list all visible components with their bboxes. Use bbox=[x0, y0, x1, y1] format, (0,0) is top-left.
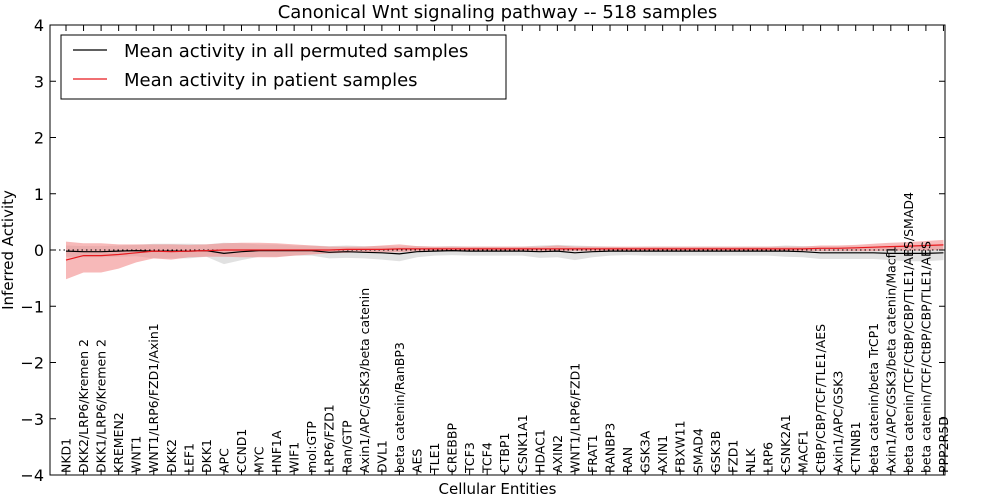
y-tick-label: 4 bbox=[34, 16, 44, 35]
y-axis-ticks: −4 −3 −2 −1 0 1 2 3 4 bbox=[20, 16, 945, 485]
y-tick-label: 1 bbox=[34, 185, 44, 204]
legend: Mean activity in all permuted samples Me… bbox=[60, 34, 507, 100]
y-tick-label: 2 bbox=[34, 129, 44, 148]
x-tick-label: DKK1 bbox=[199, 439, 214, 473]
x-tick-label: NLK bbox=[743, 448, 758, 473]
x-tick-label: WNT1/LRP6/FZD1/Axin1 bbox=[146, 323, 161, 473]
line-permuted bbox=[65, 249, 944, 255]
confidence-bands bbox=[66, 239, 944, 280]
chart-title: Canonical Wnt signaling pathway -- 518 s… bbox=[278, 2, 718, 23]
x-tick-label: WNT1 bbox=[129, 436, 144, 473]
x-tick-label: DKK2/LRP6/Kremen 2 bbox=[76, 339, 91, 473]
x-tick-label: CSNK2A1 bbox=[778, 414, 793, 473]
y-axis-label: Inferred Activity bbox=[0, 190, 17, 310]
x-tick-label: CCND1 bbox=[234, 429, 249, 473]
y-tick-label: −2 bbox=[20, 354, 44, 373]
x-tick-label: WNT1/LRP6/FZD1 bbox=[567, 363, 582, 473]
series-lines bbox=[65, 244, 944, 261]
x-tick-label: MYC bbox=[252, 446, 267, 473]
x-tick-label: NKD1 bbox=[59, 438, 74, 473]
x-tick-label: GSK3A bbox=[638, 430, 653, 473]
x-tick-label: Axin1/APC/GSK3 bbox=[831, 371, 846, 473]
x-tick-label: WIF1 bbox=[287, 442, 302, 473]
y-tick-label: −1 bbox=[20, 297, 44, 316]
x-tick-label: AXIN2 bbox=[550, 435, 565, 473]
y-tick-label: −4 bbox=[20, 466, 44, 485]
x-tick-label: Axin1/APC/GSK3/beta catenin/Macf1 bbox=[883, 246, 898, 473]
x-tick-label: PPP2R5D bbox=[936, 416, 951, 473]
x-tick-label: GSK3B bbox=[708, 431, 723, 473]
x-tick-label: TCF4 bbox=[480, 442, 495, 474]
x-tick-label: DKK2 bbox=[164, 439, 179, 473]
x-tick-label: CtBP/CBP/TCF/TLE1/AES bbox=[813, 324, 828, 473]
x-tick-label: TLE1 bbox=[427, 443, 442, 474]
x-tick-label: Ran/GTP bbox=[339, 420, 354, 473]
x-tick-label: KREMEN2 bbox=[111, 412, 126, 473]
x-tick-label: FZD1 bbox=[725, 440, 740, 473]
x-tick-label: LEF1 bbox=[181, 443, 196, 473]
x-tick-label: MACF1 bbox=[796, 430, 811, 473]
legend-label-permuted: Mean activity in all permuted samples bbox=[124, 41, 468, 62]
x-tick-label: Axin1/APC/GSK3/beta catenin bbox=[357, 288, 372, 473]
x-tick-label: mol:GTP bbox=[304, 421, 319, 473]
x-tick-label: LRP6 bbox=[760, 442, 775, 473]
x-tick-label: AXIN1 bbox=[655, 435, 670, 473]
x-tick-label: RANBP3 bbox=[603, 423, 618, 473]
x-tick-label: beta catenin/TCF/CtBP/CBP/TLE1/AES/SMAD4 bbox=[901, 192, 916, 473]
x-tick-label: RAN bbox=[620, 447, 635, 473]
y-tick-label: −3 bbox=[20, 410, 44, 429]
x-tick-label: CTNNB1 bbox=[848, 421, 863, 473]
legend-box bbox=[60, 34, 507, 100]
x-tick-label: HNF1A bbox=[269, 430, 284, 473]
x-tick-label: CREBBP bbox=[445, 423, 460, 473]
x-tick-label: beta catenin/TCF/CtBP/CBP/TLE1/AES bbox=[918, 241, 933, 473]
x-tick-label: APC bbox=[216, 448, 231, 473]
y-tick-label: 3 bbox=[34, 72, 44, 91]
x-tick-label: FRAT1 bbox=[585, 434, 600, 473]
x-tick-label: SMAD4 bbox=[690, 428, 705, 473]
x-tick-label: DKK1/LRP6/Kremen 2 bbox=[94, 339, 109, 473]
legend-label-patient: Mean activity in patient samples bbox=[124, 70, 418, 91]
x-axis-ticks: NKD1 DKK2/LRP6/Kremen 2 DKK1/LRP6/Kremen 2… bbox=[59, 25, 951, 475]
x-tick-label: FBXW11 bbox=[673, 420, 688, 473]
y-tick-label: 0 bbox=[34, 241, 44, 260]
x-tick-label: CSNK1A1 bbox=[515, 414, 530, 473]
x-axis-label: Cellular Entities bbox=[439, 480, 557, 498]
line-patient bbox=[65, 244, 944, 261]
x-tick-label: TCF3 bbox=[462, 442, 477, 474]
band-patient bbox=[66, 239, 944, 280]
x-tick-label: beta catenin/RanBP3 bbox=[392, 342, 407, 473]
x-tick-label: beta catenin/beta TrCP1 bbox=[866, 323, 881, 473]
x-tick-label: CTBP1 bbox=[497, 433, 512, 473]
x-tick-label: LRP6/FZD1 bbox=[322, 404, 337, 473]
x-tick-label: AES bbox=[409, 449, 424, 473]
x-tick-label: HDAC1 bbox=[532, 429, 547, 473]
x-tick-label: DVL1 bbox=[374, 440, 389, 473]
